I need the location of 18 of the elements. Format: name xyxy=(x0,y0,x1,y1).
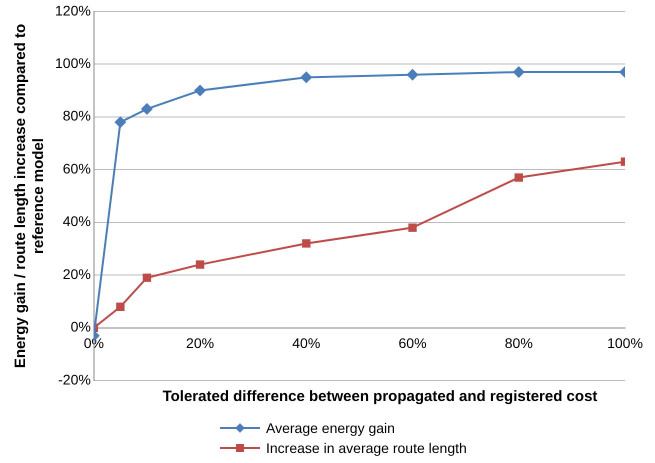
y-axis-title: Energy gain / route length increase compared to reference model xyxy=(12,24,48,368)
legend-label: Average energy gain xyxy=(266,420,395,436)
x-axis-title: Tolerated difference between propagated and registered cost xyxy=(162,388,598,405)
x-tick-label: 60% xyxy=(398,335,427,352)
y-tick-label: 20% xyxy=(62,266,91,282)
y-tick-label: 0% xyxy=(70,318,91,335)
y-tick-label: 40% xyxy=(62,213,91,230)
y-tick-label: 120% xyxy=(54,2,91,18)
legend-label: Increase in average route length xyxy=(266,440,467,456)
x-tick-label: 100% xyxy=(607,335,643,352)
x-tick-label: 80% xyxy=(504,335,533,352)
x-tick-label: 0% xyxy=(84,335,104,352)
y-tick-label: 100% xyxy=(54,55,91,71)
y-tick-label: 60% xyxy=(62,160,91,176)
x-tick-label: 40% xyxy=(292,335,320,352)
y-tick-label: -20% xyxy=(58,371,91,388)
x-tick-label: 20% xyxy=(186,335,214,352)
y-tick-label: 80% xyxy=(62,108,91,124)
